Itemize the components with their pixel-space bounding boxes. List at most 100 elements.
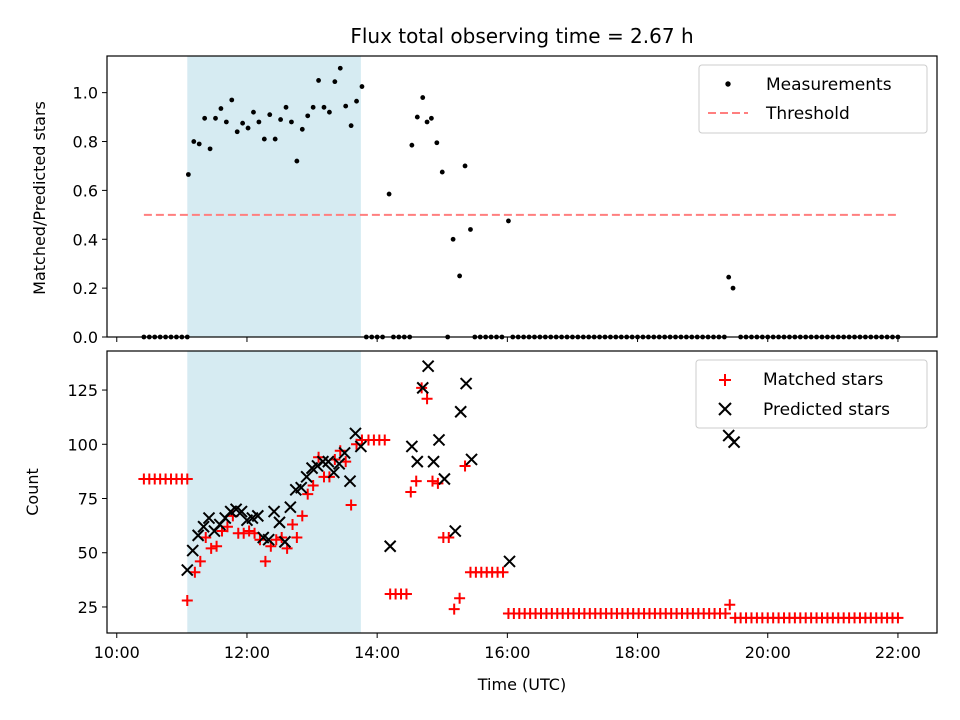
top-y-tick-label: 0.4 xyxy=(73,230,98,249)
x-axis-label: Time (UTC) xyxy=(477,675,566,694)
measurement-point xyxy=(229,97,235,103)
measurement-point xyxy=(196,141,202,147)
predicted-star-point xyxy=(251,509,265,523)
predicted-star-point xyxy=(405,440,419,453)
matched-star-point xyxy=(238,527,250,539)
predicted-star-point xyxy=(343,474,357,488)
predicted-star-point xyxy=(383,540,397,553)
matched-star-point xyxy=(291,532,303,544)
measurement-point xyxy=(310,104,316,110)
matched-star-point xyxy=(270,534,282,546)
measurement-point xyxy=(283,104,289,110)
matched-star-point xyxy=(307,479,319,491)
predicted-star-point xyxy=(284,500,297,514)
legend-matched-label: Matched stars xyxy=(763,370,883,390)
top-x-axis-ticks xyxy=(116,337,899,342)
measurement-point xyxy=(234,129,240,135)
bottom-y-tick-label: 25 xyxy=(78,598,98,617)
matched-star-point xyxy=(181,594,193,606)
predicted-star-point xyxy=(349,427,362,440)
measurement-point xyxy=(272,136,278,142)
measurement-point xyxy=(337,65,343,71)
measurement-point xyxy=(468,227,473,232)
predicted-star-point xyxy=(354,440,368,453)
measurement-point xyxy=(429,115,434,121)
top-y-tick-label: 0.8 xyxy=(73,133,98,152)
matched-star-point xyxy=(334,445,346,457)
legend-predicted-label: Predicted stars xyxy=(763,400,890,420)
bottom-plot-frame xyxy=(106,350,938,634)
top-y-tick-label: 0.0 xyxy=(73,328,98,347)
x-tick-label: 16:00 xyxy=(484,643,530,662)
measurement-point xyxy=(223,119,229,125)
measurement-point xyxy=(726,274,732,280)
x-tick-label: 10:00 xyxy=(94,643,140,662)
x-tick-label: 22:00 xyxy=(875,643,921,662)
measurement-point xyxy=(218,106,224,111)
predicted-star-point xyxy=(202,511,216,525)
measurement-point xyxy=(256,119,262,125)
matched-star-point xyxy=(194,555,206,567)
matched-star-point xyxy=(448,603,460,615)
measurement-point xyxy=(202,115,208,121)
matched-star-point xyxy=(189,566,201,578)
top-legend: Measurements Threshold xyxy=(698,64,928,134)
top-legend-box xyxy=(698,64,928,134)
predicted-star-point xyxy=(449,524,462,538)
matched-star-point xyxy=(454,592,466,604)
matched-star-point xyxy=(892,612,904,624)
top-panel: Flux total observing time = 2.67 h Match… xyxy=(30,24,938,347)
measurement-point xyxy=(462,163,468,169)
matched-star-point xyxy=(400,588,412,600)
top-y-axis-label: Matched/Predicted stars xyxy=(30,101,49,295)
measurement-point xyxy=(409,142,415,148)
predicted-star-point xyxy=(459,377,473,390)
matched-star-point xyxy=(426,475,438,487)
predicted-star-point xyxy=(316,455,330,468)
top-plot-frame xyxy=(106,55,938,338)
matched-star-point xyxy=(443,532,455,544)
bottom-x-axis-ticks: 10:00 12:00 14:00 16:00 18:00 20:00 22:00 xyxy=(94,633,921,662)
predicted-star-point xyxy=(262,533,275,546)
bottom-panel: Count Time (UTC) 25 50 75 100 125 10:00 12:00… xyxy=(23,350,938,694)
matched-star-point xyxy=(221,521,233,533)
matched-star-point xyxy=(432,477,444,489)
predicted-star-point xyxy=(197,520,210,533)
predicted-star-point xyxy=(273,516,286,529)
top-y-tick-label: 1.0 xyxy=(73,84,98,103)
measurement-point xyxy=(434,140,440,146)
matched-star-point xyxy=(200,532,212,544)
predicted-star-point xyxy=(454,405,467,418)
bottom-legend-box xyxy=(695,359,928,429)
measurement-point xyxy=(251,109,256,115)
measurement-point xyxy=(191,139,197,144)
predicted-star-point xyxy=(503,555,516,568)
legend-predicted-marker xyxy=(718,402,732,416)
bottom-y-tick-label: 75 xyxy=(78,490,98,509)
predicted-star-point xyxy=(295,481,308,494)
predicted-star-point xyxy=(438,472,451,486)
predicted-star-point xyxy=(186,544,199,557)
measurement-point xyxy=(457,273,463,279)
measurement-point xyxy=(343,103,349,109)
predicted-star-point xyxy=(432,433,446,447)
legend-matched-marker xyxy=(719,374,731,386)
measurement-point xyxy=(245,125,251,131)
predicted-star-point xyxy=(416,381,429,395)
predicted-star-point xyxy=(427,455,440,468)
predicted-star-point xyxy=(278,535,292,549)
measurement-point xyxy=(321,104,327,110)
matched-star-point xyxy=(497,566,509,578)
matched-star-point xyxy=(724,599,736,611)
measurement-point xyxy=(213,115,218,121)
matched-star-point xyxy=(421,393,433,405)
measurement-point xyxy=(348,123,354,129)
predicted-star-point xyxy=(191,529,205,542)
top-y-axis-ticks: 0.0 0.2 0.4 0.6 0.8 1.0 xyxy=(73,84,107,347)
bottom-legend: Matched stars Predicted stars xyxy=(695,359,928,429)
predicted-star-point xyxy=(327,466,340,479)
bottom-y-tick-label: 50 xyxy=(78,544,98,563)
measurement-point xyxy=(386,191,392,197)
measurement-point xyxy=(207,146,213,152)
measurement-point xyxy=(185,172,191,177)
